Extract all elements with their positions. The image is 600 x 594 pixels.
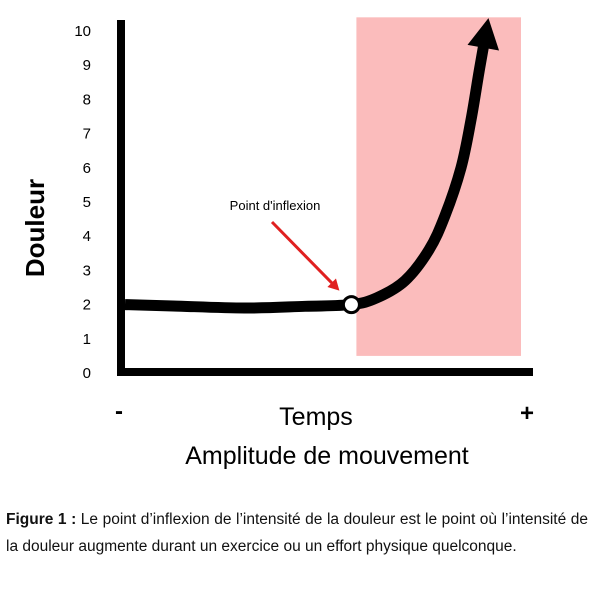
inflection-annotation-label: Point d'inflexion <box>230 198 321 213</box>
annotation-arrowhead <box>327 278 340 291</box>
y-tick-label: 0 <box>83 365 91 382</box>
pain-inflection-chart: 0 1 2 3 4 5 6 7 8 9 10 Point d'inflexion Douleur Te… <box>20 17 534 470</box>
y-tick-label: 10 <box>74 23 91 40</box>
y-tick-label: 3 <box>83 262 91 279</box>
annotation-arrow-shaft <box>270 220 335 286</box>
y-tick-label: 6 <box>83 160 91 177</box>
shaded-region <box>356 17 521 356</box>
y-tick-label: 7 <box>83 126 91 143</box>
figure-caption: Figure 1 : Le point d’inflexion de l’int… <box>6 506 588 560</box>
y-tick-label: 9 <box>83 57 91 74</box>
y-axis-label: Douleur <box>20 179 50 277</box>
x-axis-min-label: - <box>115 398 123 425</box>
y-tick-label: 1 <box>83 331 91 348</box>
x-axis-max-label: + <box>520 400 534 427</box>
caption-text: Le point d’inflexion de l’intensité de l… <box>6 511 588 555</box>
curve-arrowhead <box>467 18 500 51</box>
pain-curve <box>124 36 491 314</box>
y-tick-label: 8 <box>83 91 91 108</box>
y-tick-label: 2 <box>83 297 91 314</box>
caption-label: Figure 1 : <box>6 511 77 528</box>
y-tick-label: 5 <box>83 194 91 211</box>
x-axis-label: Temps <box>279 403 353 431</box>
y-tick-label: 4 <box>83 228 91 245</box>
x-axis-secondary-label: Amplitude de mouvement <box>185 442 469 470</box>
inflection-point-marker <box>341 295 361 315</box>
